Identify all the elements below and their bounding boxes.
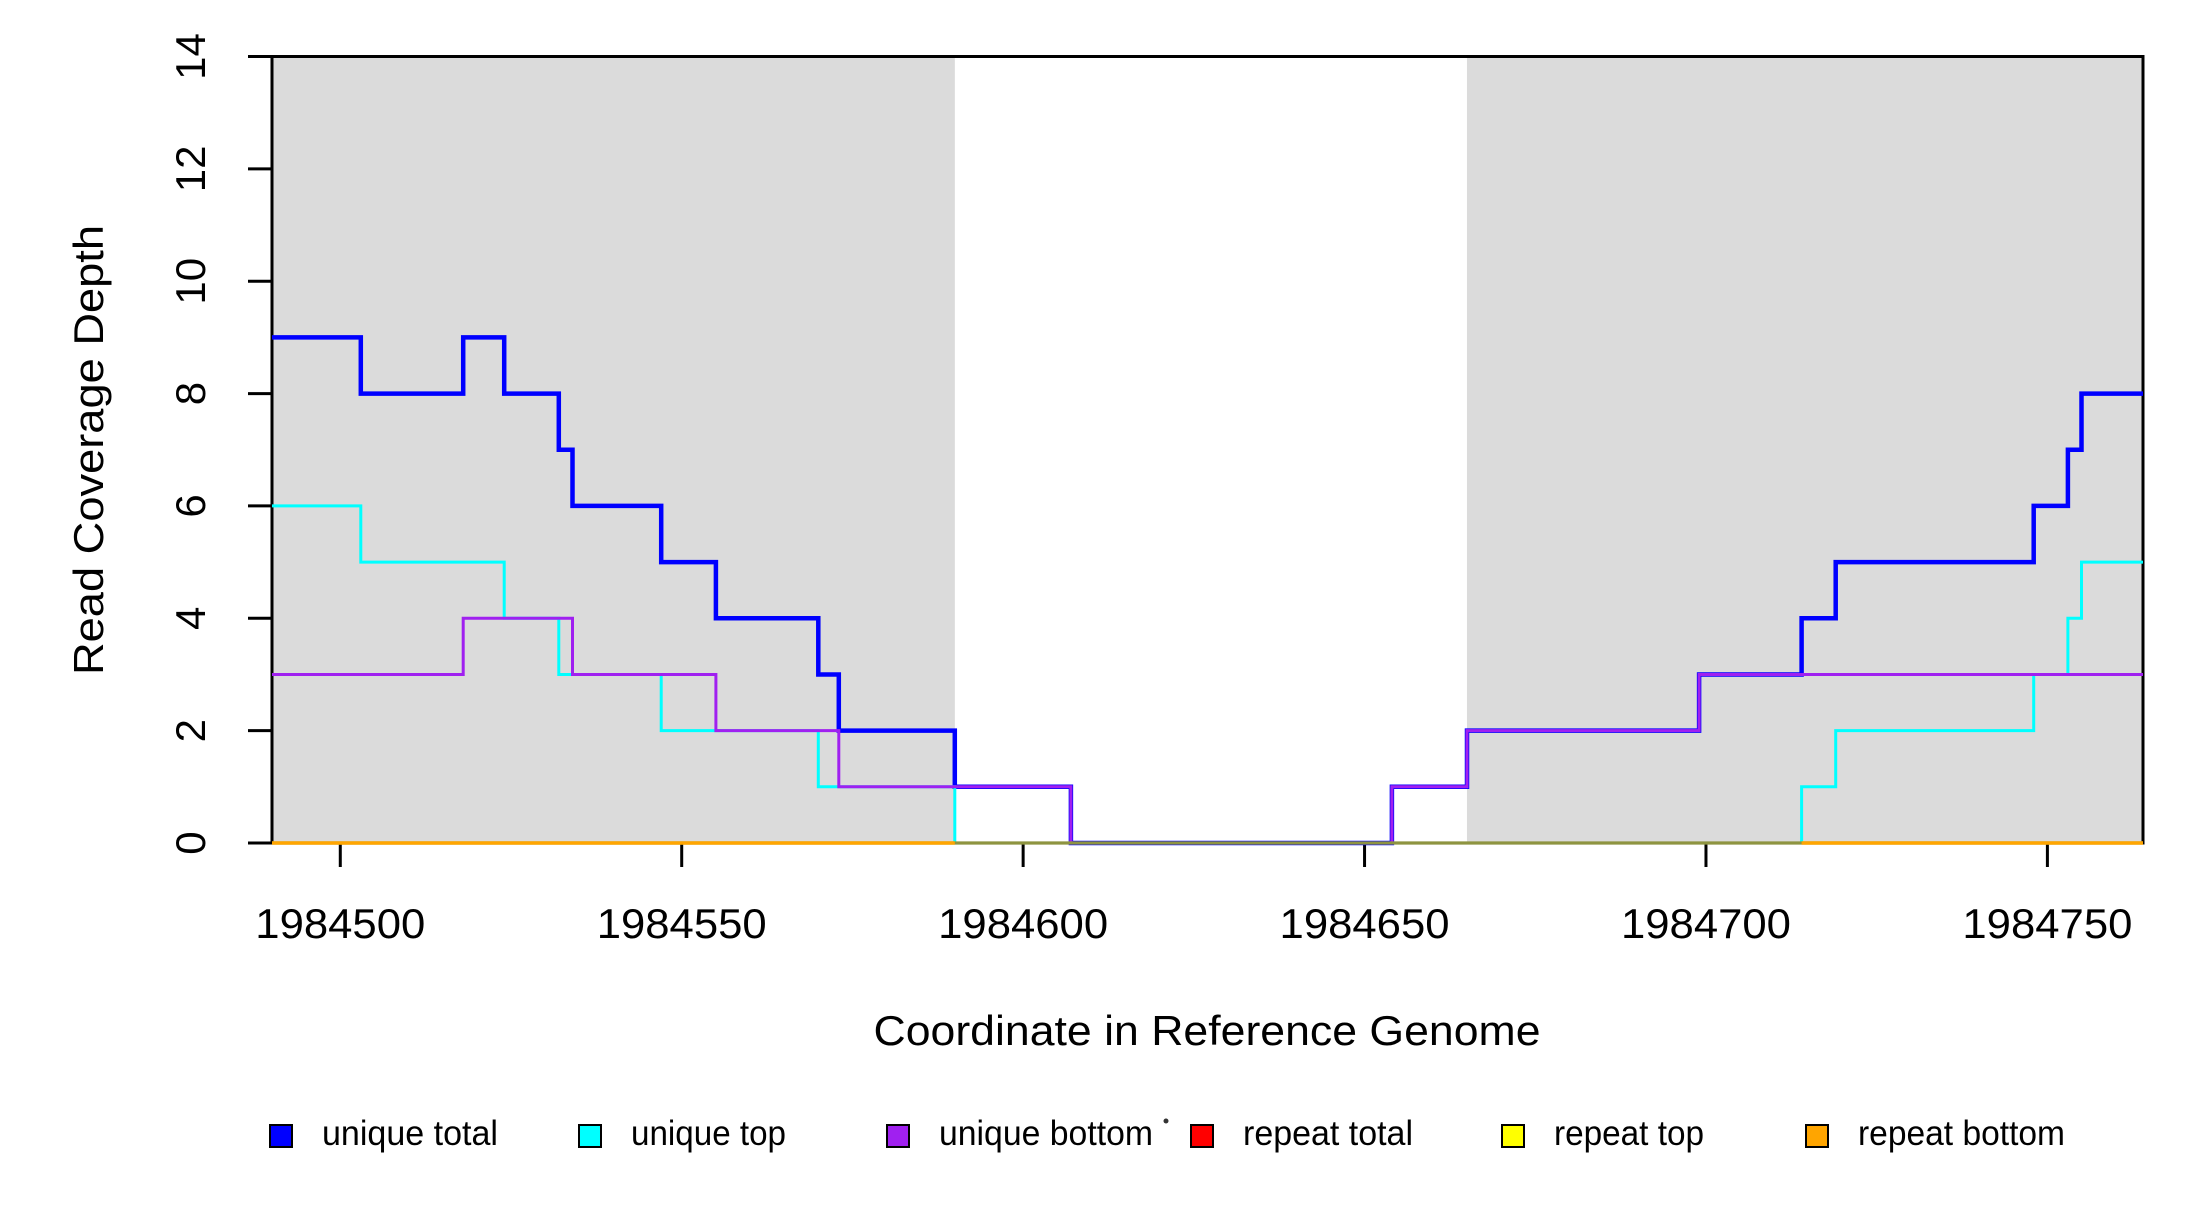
y-axis-title: Read Coverage Depth <box>65 225 112 675</box>
y-tick-label: 2 <box>167 719 214 742</box>
legend-item-unique-top: unique top <box>578 1114 786 1153</box>
y-tick-label: 0 <box>167 831 214 854</box>
legend-item-repeat-top: repeat top <box>1501 1114 1704 1153</box>
legend-item-repeat-total: repeat total <box>1190 1114 1413 1153</box>
plot-box-and-axes: 1984500 1984550 1984600 1984650 1984700 19847… <box>167 33 2145 947</box>
series-unique-bottom <box>272 616 2143 845</box>
legend-item-repeat-bottom: repeat bottom <box>1805 1114 2065 1153</box>
legend-label: repeat top <box>1554 1114 1704 1153</box>
x-tick-label: 1984750 <box>1962 900 2132 947</box>
x-tick-label: 1984500 <box>255 900 425 947</box>
legend-item-unique-bottom: unique bottom <box>886 1114 1153 1153</box>
series-unique-top <box>272 504 2143 845</box>
shaded-regions <box>272 56 2143 843</box>
y-tick-label: 14 <box>167 33 214 80</box>
x-tick-label: 1984550 <box>597 900 767 947</box>
y-tick-label: 10 <box>167 258 214 305</box>
x-tick-label: 1984700 <box>1621 900 1791 947</box>
legend-swatch <box>1805 1124 1829 1148</box>
legend-label: repeat bottom <box>1858 1114 2065 1153</box>
stray-mark <box>1163 1118 1169 1124</box>
x-tick-label: 1984650 <box>1280 900 1450 947</box>
repeat-region-right <box>1466 56 2143 843</box>
x-tick-label: 1984600 <box>938 900 1108 947</box>
legend-swatch <box>578 1124 602 1148</box>
y-tick-label: 8 <box>167 382 214 405</box>
legend-swatch <box>1501 1124 1525 1148</box>
y-tick-label: 6 <box>167 494 214 517</box>
x-axis-title: Coordinate in Reference Genome <box>874 1007 1541 1054</box>
legend-swatch <box>269 1124 293 1148</box>
series-lines <box>272 335 2143 846</box>
legend-label: unique total <box>322 1114 498 1153</box>
legend-label: unique bottom <box>939 1114 1153 1153</box>
legend-label: repeat total <box>1243 1114 1413 1153</box>
legend: unique total unique top unique bottom repea… <box>269 1114 2065 1153</box>
y-tick-label: 12 <box>167 145 214 192</box>
legend-item-unique-total: unique total <box>269 1114 498 1153</box>
series-unique-total <box>272 335 2143 846</box>
repeat-region-left <box>272 56 955 843</box>
y-tick-label: 4 <box>167 607 214 630</box>
legend-label: unique top <box>631 1114 786 1153</box>
legend-swatch <box>886 1124 910 1148</box>
legend-swatch <box>1190 1124 1214 1148</box>
